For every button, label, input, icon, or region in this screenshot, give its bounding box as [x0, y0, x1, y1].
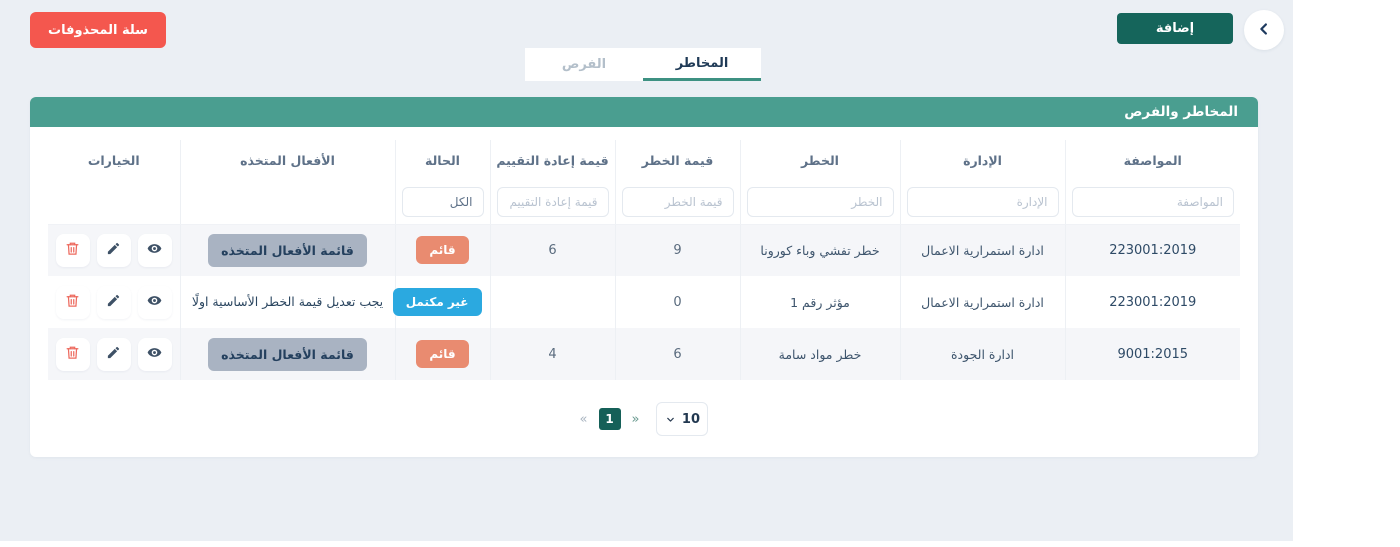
col-specification: المواصفة [1064, 140, 1240, 180]
edit-button[interactable] [96, 285, 131, 319]
tab-bar: المخاطر الفرص [525, 48, 761, 81]
col-reassessment-value: قيمة إعادة التقييم [489, 140, 616, 180]
reassessment-value-cell: 6 [489, 224, 616, 276]
specification-cell: 223001:2019 [1064, 224, 1240, 276]
table-row: 9001:2015 ادارة الجودة خطر مواد سامة 6 4… [48, 328, 1240, 380]
risk-value-cell: 6 [614, 328, 741, 380]
pencil-icon [106, 345, 121, 363]
deleted-items-button[interactable]: سلة المحذوفات [30, 12, 166, 48]
view-button[interactable] [137, 233, 172, 267]
eye-icon [147, 241, 162, 259]
eye-icon [147, 345, 162, 363]
delete-button[interactable] [56, 233, 90, 267]
col-risk: الخطر [739, 140, 901, 180]
trash-icon [65, 345, 80, 363]
department-cell: ادارة استمرارية الاعمال [899, 224, 1066, 276]
pagination: « 1 » 10 [580, 402, 709, 436]
risks-table: المواصفة الإدارة الخطر قيمة الخطر قيمة إ… [48, 140, 1240, 380]
filter-risk-input[interactable] [746, 186, 894, 217]
view-button[interactable] [137, 285, 172, 319]
status-badge: قائم [416, 236, 469, 265]
col-options: الخيارات [48, 140, 181, 180]
actions-list-button[interactable]: قائمة الأفعال المتخذه [208, 337, 367, 371]
risk-value-cell: 0 [614, 276, 741, 328]
trash-icon [65, 241, 80, 259]
panel-title: المخاطر والفرص [30, 97, 1258, 127]
pencil-icon [106, 293, 121, 311]
risk-cell: مؤثر رقم 1 [739, 276, 901, 328]
add-button[interactable]: إضافة [1117, 13, 1233, 44]
edit-button[interactable] [96, 337, 131, 371]
col-actions-taken: الأفعال المتخذه [179, 140, 396, 180]
status-badge: غير مكتمل [392, 288, 482, 316]
trash-icon [65, 293, 80, 311]
risk-cell: خطر تفشي وباء كورونا [739, 224, 901, 276]
edit-button[interactable] [96, 233, 131, 267]
back-button[interactable] [1244, 10, 1284, 50]
table-row: 223001:2019 ادارة استمرارية الاعمال مؤثر… [48, 276, 1240, 328]
tab-opportunities[interactable]: الفرص [525, 48, 643, 81]
chevron-down-icon [665, 414, 676, 425]
pagination-next-button[interactable]: » [631, 411, 640, 427]
actions-list-button[interactable]: قائمة الأفعال المتخذه [208, 233, 367, 267]
pagination-prev-button[interactable]: « [579, 411, 588, 427]
page-size-value: 10 [681, 411, 701, 427]
pagination-page-1[interactable]: 1 [598, 408, 621, 430]
page-size-select[interactable]: 10 [656, 402, 709, 436]
pencil-icon [106, 241, 121, 259]
risk-cell: خطر مواد سامة [739, 328, 901, 380]
risks-panel: المخاطر والفرص المواصفة الإدارة الخطر قي… [30, 97, 1258, 457]
col-department: الإدارة [899, 140, 1066, 180]
filter-department-input[interactable] [906, 186, 1059, 217]
filter-risk-value-input[interactable] [621, 186, 734, 217]
filter-reassessment-input[interactable] [496, 186, 609, 217]
status-badge: قائم [416, 340, 469, 368]
col-status: الحالة [394, 140, 491, 180]
filter-specification-input[interactable] [1071, 186, 1234, 217]
specification-cell: 223001:2019 [1064, 276, 1240, 328]
table-header-row: المواصفة الإدارة الخطر قيمة الخطر قيمة إ… [48, 140, 1240, 180]
filter-status-select[interactable]: الكل [401, 186, 484, 217]
department-cell: ادارة استمرارية الاعمال [899, 276, 1066, 328]
col-risk-value: قيمة الخطر [614, 140, 741, 180]
risk-value-cell: 9 [614, 224, 741, 276]
delete-button[interactable] [56, 285, 90, 319]
reassessment-value-cell: 4 [489, 328, 616, 380]
tab-risks[interactable]: المخاطر [643, 48, 761, 81]
view-button[interactable] [137, 337, 172, 371]
specification-cell: 9001:2015 [1064, 328, 1240, 380]
chevron-left-icon [1255, 20, 1273, 41]
table-row: 223001:2019 ادارة استمرارية الاعمال خطر … [48, 224, 1240, 276]
department-cell: ادارة الجودة [899, 328, 1066, 380]
delete-button[interactable] [56, 337, 90, 371]
table-filter-row: الكل [48, 180, 1240, 225]
actions-note: يجب تعديل قيمة الخطر الأساسية اولًا [191, 293, 384, 309]
eye-icon [147, 293, 162, 311]
reassessment-value-cell [489, 276, 616, 328]
main-content: سلة المحذوفات إضافة المخاطر الفرص المخاط… [0, 0, 1293, 541]
